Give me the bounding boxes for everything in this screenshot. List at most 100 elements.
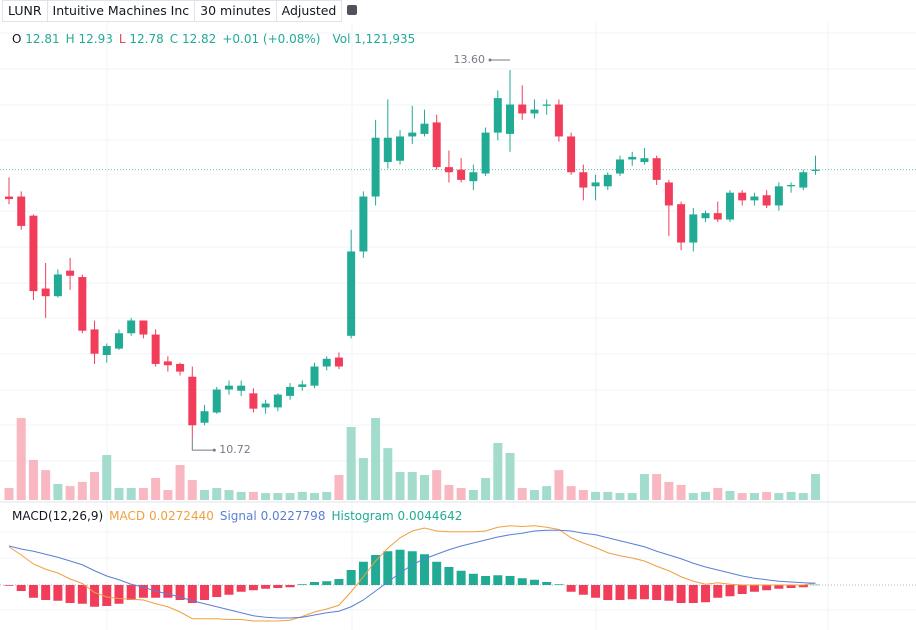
histogram-bar: [749, 585, 759, 592]
volume-bar: [786, 491, 796, 500]
legend-change: +0.01 (+0.08%): [222, 32, 321, 46]
candle-body: [66, 270, 75, 276]
legend-high: 12.93: [78, 32, 113, 46]
volume-bar: [236, 491, 246, 500]
candle-body: [224, 385, 233, 390]
macd-line: [8, 525, 816, 622]
volume-bar: [371, 417, 381, 500]
volume-bar: [493, 442, 503, 500]
volume-bar: [627, 493, 637, 500]
candle-body: [640, 158, 649, 163]
histogram-bar: [371, 555, 381, 585]
legend-value: 0.0272440: [148, 509, 214, 523]
volume-bar: [273, 493, 283, 500]
candle-body: [432, 122, 441, 168]
candle-body: [396, 136, 405, 161]
histogram-bar: [41, 585, 51, 600]
histogram-bar: [395, 549, 405, 585]
candle-body: [53, 274, 62, 297]
candle-body: [334, 357, 343, 367]
legend-low: 12.78: [129, 32, 164, 46]
candle-body: [493, 98, 502, 133]
histogram-bar: [419, 554, 429, 585]
candle-body: [444, 167, 453, 173]
histogram-bar: [542, 582, 552, 585]
grid: [0, 22, 916, 630]
histogram-bar: [762, 585, 772, 591]
volume-bar: [383, 448, 393, 500]
candle-body: [127, 320, 136, 334]
histogram-bar: [334, 579, 344, 585]
candle-body: [677, 204, 686, 243]
volume-bar: [701, 491, 711, 500]
volume-bar: [90, 471, 100, 500]
volume-bar: [138, 487, 148, 500]
candle-body: [506, 104, 515, 134]
candle-body: [762, 195, 771, 206]
volume-bar: [529, 490, 539, 500]
volume-bar: [334, 474, 344, 500]
histogram-bar: [676, 585, 686, 603]
histogram-bar: [493, 575, 503, 585]
annotation-dot: [212, 448, 216, 452]
candle-body: [102, 346, 111, 355]
legend-volume: 1,121,935: [354, 32, 416, 46]
volume-bar: [346, 426, 356, 500]
volume-bar: [713, 487, 723, 500]
macd-line: [8, 529, 816, 619]
volume-bar: [725, 490, 735, 500]
histogram-bar: [102, 585, 112, 606]
candle-body: [774, 186, 783, 206]
volume-bar: [542, 486, 552, 500]
volume-bar: [481, 477, 491, 500]
volume-bar: [224, 490, 234, 500]
candle-body: [286, 386, 295, 396]
histogram-bar: [664, 585, 674, 601]
legend-value: 0.0044642: [397, 509, 463, 523]
volume-bar: [4, 487, 14, 500]
annotation-label: 13.60: [454, 53, 486, 66]
histogram-bar: [554, 584, 564, 585]
candle-body: [811, 169, 820, 171]
volume-bar: [175, 465, 185, 500]
candle-body: [603, 174, 612, 187]
histogram-bar: [212, 585, 222, 597]
histogram-bar: [737, 585, 747, 594]
histogram-bar: [310, 582, 319, 585]
candle-body: [261, 403, 270, 408]
histogram-bar: [811, 584, 821, 586]
volume-bar: [615, 493, 625, 500]
histogram-bar: [566, 585, 576, 592]
volume-bar: [591, 491, 601, 500]
candle-body: [310, 366, 319, 386]
adjustment[interactable]: Adjusted: [275, 0, 343, 22]
histogram-bar: [481, 576, 491, 585]
legend-label: O: [12, 32, 22, 46]
histogram-bar: [285, 585, 295, 588]
header: LUNR Intuitive Machines Inc 30 minutes A…: [2, 0, 363, 22]
volume-bar: [774, 493, 784, 500]
candle-body: [530, 109, 539, 114]
candle-body: [359, 196, 368, 252]
volume-bar: [749, 493, 759, 500]
volume-bar: [200, 490, 210, 500]
legend-value: 0.0227798: [260, 509, 326, 523]
volume-bar: [407, 471, 417, 500]
volume-bar: [358, 458, 368, 500]
volume-bar: [77, 481, 87, 500]
candle-body: [628, 156, 637, 160]
histogram-bar: [688, 585, 698, 603]
candle-body: [139, 320, 148, 335]
candle-body: [542, 104, 551, 106]
menu-icon[interactable]: [347, 5, 358, 15]
histogram-bar: [65, 585, 75, 603]
histogram-bar: [90, 585, 100, 607]
candle-body: [114, 333, 123, 349]
histogram-bar: [639, 585, 649, 600]
volume-bar: [639, 474, 649, 500]
candle-body: [787, 185, 796, 187]
candle-body: [799, 172, 808, 188]
volume-bar: [554, 470, 564, 500]
candle-body: [554, 104, 563, 137]
